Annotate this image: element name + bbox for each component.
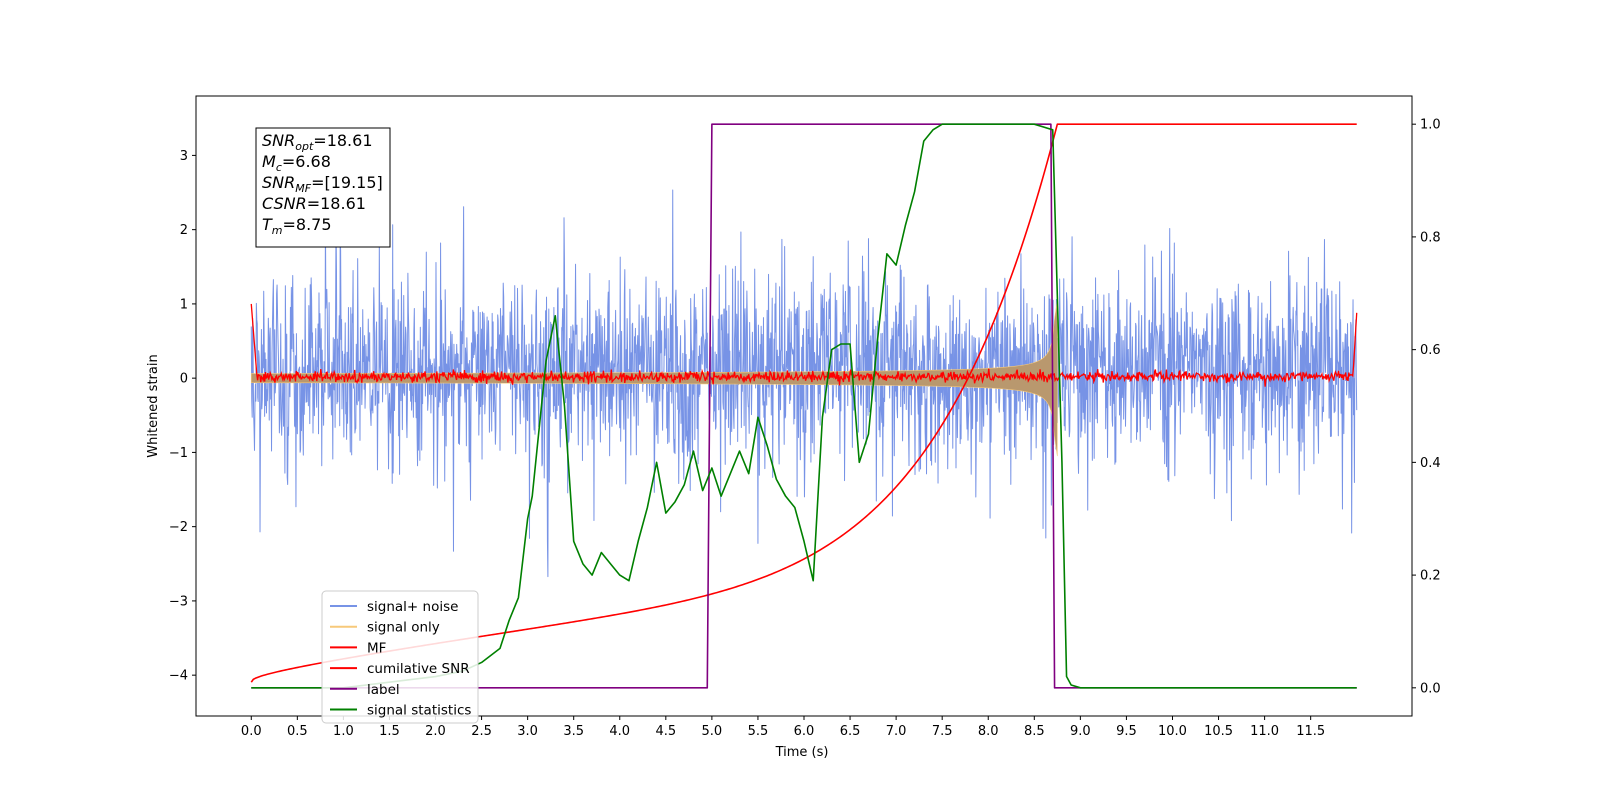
legend-label: label — [367, 682, 400, 698]
x-tick-label: 11.0 — [1250, 724, 1279, 739]
stat-subscript: opt — [295, 140, 314, 153]
y-tick-label: 0 — [180, 372, 188, 387]
x-tick-label: 2.5 — [471, 724, 492, 739]
stat-symbol: T — [262, 215, 273, 234]
x-axis: 0.0 0.5 1.0 1.5 2.0 2.5 3.0 3.5 4.0 4.5 5.0 5.5 6.0 6… — [241, 716, 1325, 739]
x-tick-label: 5.5 — [748, 724, 769, 739]
y-right-tick-label: 0.6 — [1420, 343, 1441, 358]
x-tick-label: 3.0 — [517, 724, 538, 739]
y-right-tick-label: 0.0 — [1420, 681, 1441, 696]
stat-symbol: SNR — [262, 173, 295, 192]
y-tick-label: 3 — [180, 149, 188, 164]
x-tick-label: 4.0 — [609, 724, 630, 739]
x-tick-label: 0.0 — [241, 724, 262, 739]
stat-value: =6.68 — [282, 152, 331, 171]
stat-value: =8.75 — [283, 215, 332, 234]
legend-label: MF — [367, 640, 386, 656]
y-right-tick-label: 0.2 — [1420, 569, 1441, 584]
y-tick-label: −1 — [169, 446, 188, 461]
y-tick-label: 1 — [180, 297, 188, 312]
mf-line — [250, 303, 1358, 387]
x-tick-label: 4.5 — [655, 724, 676, 739]
x-tick-label: 10.0 — [1158, 724, 1187, 739]
y-right-tick-label: 1.0 — [1420, 118, 1441, 133]
x-tick-label: 5.0 — [702, 724, 723, 739]
x-tick-label: 1.0 — [333, 724, 354, 739]
signal-statistics-line — [251, 123, 1357, 689]
signal-noise-line — [250, 189, 1358, 578]
mf-series — [250, 303, 1358, 387]
x-tick-label: 10.5 — [1204, 724, 1233, 739]
y-tick-label: −4 — [169, 669, 188, 684]
stat-symbol: SNR — [262, 131, 295, 150]
stat-subscript: m — [272, 224, 283, 237]
x-tick-label: 3.5 — [563, 724, 584, 739]
stat-entry: SNRMF=[19.15] — [262, 173, 383, 195]
x-axis-title: Time (s) — [775, 745, 829, 760]
x-tick-label: 2.0 — [425, 724, 446, 739]
x-tick-label: 6.0 — [794, 724, 815, 739]
stats-box-frame — [255, 127, 391, 248]
y-tick-label: −3 — [169, 594, 188, 609]
stat-value: =18.61 — [307, 194, 366, 213]
y-axis-left: −4 −3 −2 −1 0 1 2 3 — [169, 149, 196, 684]
y-axis-right: 0.0 0.2 0.4 0.6 0.8 1.0 — [1412, 118, 1441, 696]
legend: signal+ noise signal only MF cumilative SNR… — [321, 590, 479, 724]
x-tick-label: 7.5 — [932, 724, 953, 739]
legend-frame — [321, 590, 479, 724]
legend-label: signal only — [367, 620, 440, 636]
stat-value: =18.61 — [313, 131, 372, 150]
x-tick-label: 6.5 — [840, 724, 861, 739]
legend-label: signal statistics — [367, 703, 471, 719]
stat-value: =[19.15] — [311, 173, 383, 192]
legend-label: cumilative SNR — [367, 661, 470, 677]
stat-entry: Tm=8.75 — [262, 215, 332, 237]
signal-noise-series — [250, 189, 1358, 578]
stat-subscript: c — [276, 161, 282, 174]
stat-symbol: CSNR — [262, 194, 307, 213]
y-tick-label: −2 — [169, 520, 188, 535]
x-tick-label: 8.0 — [978, 724, 999, 739]
y-right-tick-label: 0.8 — [1420, 230, 1441, 245]
y-tick-label: 2 — [180, 223, 188, 238]
x-tick-label: 8.5 — [1024, 724, 1045, 739]
x-tick-label: 0.5 — [287, 724, 308, 739]
x-tick-label: 11.5 — [1296, 724, 1325, 739]
stat-entry: SNRopt=18.61 — [262, 131, 373, 153]
stats-box: SNRopt=18.61Mc=6.68SNRMF=[19.15]CSNR=18.… — [255, 127, 391, 248]
x-tick-label: 9.5 — [1116, 724, 1137, 739]
x-tick-label: 9.0 — [1070, 724, 1091, 739]
stat-entry: CSNR=18.61 — [262, 194, 366, 213]
y-axis-title: Whitened strain — [146, 354, 161, 457]
stat-entry: Mc=6.68 — [262, 152, 331, 174]
stat-subscript: MF — [295, 182, 311, 195]
stat-symbol: M — [262, 152, 276, 171]
x-tick-label: 7.0 — [886, 724, 907, 739]
legend-label: signal+ noise — [367, 599, 458, 615]
x-tick-label: 1.5 — [379, 724, 400, 739]
y-right-tick-label: 0.4 — [1420, 456, 1441, 471]
